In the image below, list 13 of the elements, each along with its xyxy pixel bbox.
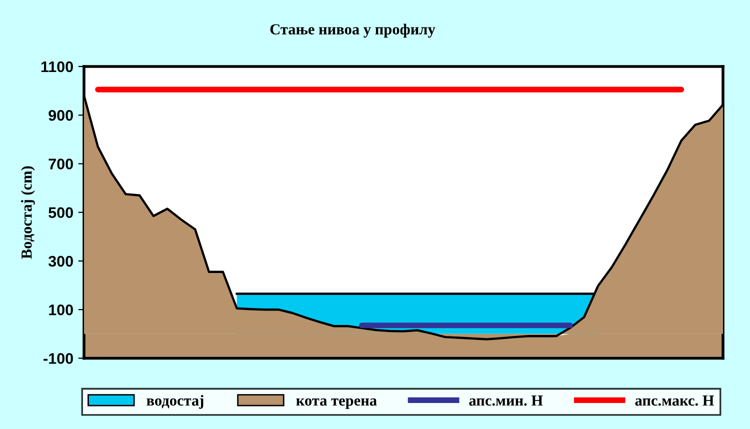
legend-label: апс.мин. Н [469,396,543,406]
y-tick-label: 500 [48,207,73,218]
y-tick-label: 700 [48,158,73,170]
y-tick-label: 100 [49,304,73,316]
legend-label: апс.макс. Н [635,396,714,406]
y-axis-title: Водостај (cm) [21,166,35,259]
chart-title: Стање нивоа у профилу [270,24,436,38]
legend-label: кота терена [296,398,377,409]
legend-label: водостај [146,394,204,409]
y-tick-label: 300 [48,256,73,267]
y-tick-label: 1100 [41,61,73,72]
y-tick-label: 900 [48,110,73,121]
y-tick-label: -100 [44,353,73,364]
